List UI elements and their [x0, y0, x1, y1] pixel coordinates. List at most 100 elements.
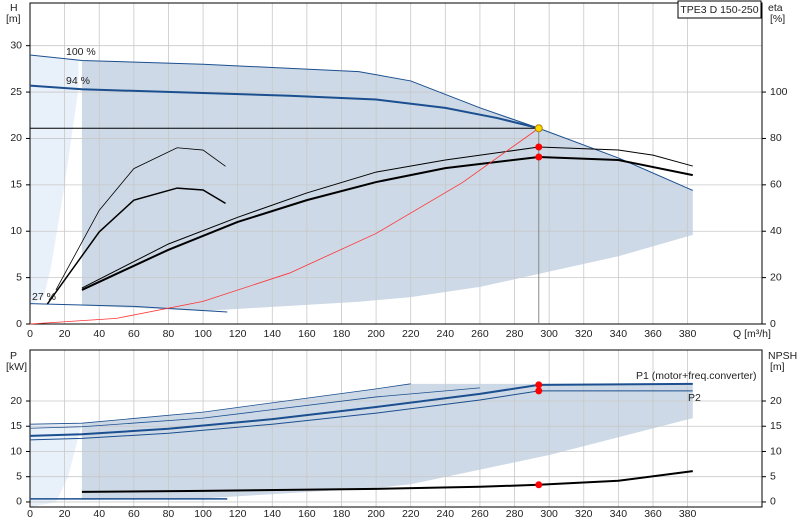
x-tick-label: 180 [333, 508, 351, 520]
curve [81, 156, 693, 291]
x-tick-label: 300 [540, 328, 558, 340]
duty-point [535, 387, 543, 395]
y2-tick-label: 0 [770, 318, 776, 330]
x-tick-label: 240 [437, 328, 455, 340]
curve [29, 127, 539, 325]
y-tick-label: 5 [16, 470, 22, 482]
operating-range [81, 383, 693, 500]
x-tick-label: 260 [471, 508, 489, 520]
x-tick-label: 380 [679, 508, 697, 520]
y-axis-label: P [10, 350, 17, 362]
plot-frame [29, 2, 763, 325]
y2-tick-label: 40 [770, 225, 782, 237]
x-tick-label: 60 [128, 508, 140, 520]
x-tick-label: 20 [59, 508, 71, 520]
y2-tick-label: 100 [770, 86, 788, 98]
x-tick-label: 140 [264, 328, 282, 340]
curve [55, 147, 226, 291]
chart-title: TPE3 D 150-250 [680, 4, 758, 16]
curve-label: 94 % [66, 75, 90, 87]
x-tick-label: 200 [367, 508, 385, 520]
curve [29, 382, 693, 437]
x-tick-label: 120 [229, 328, 247, 340]
operating-range [81, 60, 693, 312]
y2-tick-label: 5 [770, 470, 776, 482]
x-tick-label: 300 [540, 508, 558, 520]
y-axis-unit: [m] [6, 13, 21, 25]
x-tick-label: 220 [402, 328, 420, 340]
operating-range [30, 54, 79, 306]
curve [46, 187, 226, 305]
x-tick-label: 80 [163, 508, 175, 520]
plot-frame [29, 349, 763, 508]
y-tick-label: 25 [10, 86, 22, 98]
x-tick-label: 20 [59, 328, 71, 340]
y-tick-label: 20 [10, 132, 22, 144]
y-tick-label: 0 [16, 318, 22, 330]
duty-point [535, 381, 543, 389]
y-tick-label: 15 [10, 179, 22, 191]
x-tick-label: 320 [575, 328, 593, 340]
curve [29, 387, 480, 429]
y-tick-label: 15 [10, 420, 22, 432]
x-tick-label: 320 [575, 508, 593, 520]
curve [29, 84, 540, 130]
x-tick-label: 340 [610, 508, 628, 520]
x-tick-label: 380 [679, 328, 697, 340]
curve-label: P1 (motor+freq.converter) [636, 370, 757, 382]
x-tick-label: 360 [644, 328, 662, 340]
x-tick-label: 40 [93, 508, 105, 520]
y-axis-unit: [kW] [6, 361, 27, 373]
y2-tick-label: 20 [770, 395, 782, 407]
y2-tick-label: 20 [770, 271, 782, 283]
x-tick-label: 0 [27, 328, 33, 340]
x-tick-label: 280 [506, 328, 524, 340]
y2-tick-label: 10 [770, 445, 782, 457]
y2-axis-label: NPSH [768, 350, 797, 362]
y2-tick-label: 15 [770, 420, 782, 432]
x-tick-label: 360 [644, 508, 662, 520]
x-tick-label: 120 [229, 508, 247, 520]
y2-tick-label: 60 [770, 179, 782, 191]
duty-point [535, 481, 543, 489]
y-tick-label: 30 [10, 39, 22, 51]
x-tick-label: 160 [298, 328, 316, 340]
x-tick-label: 0 [27, 508, 33, 520]
x-tick-label: 340 [610, 328, 628, 340]
operating-range [30, 423, 82, 507]
y-axis-label: H [10, 2, 18, 14]
y-tick-label: 20 [10, 395, 22, 407]
curve-label: P2 [688, 392, 701, 404]
x-tick-label: 40 [93, 328, 105, 340]
duty-point [535, 143, 543, 151]
x-tick-label: 240 [437, 508, 455, 520]
y-tick-label: 10 [10, 445, 22, 457]
x-tick-label: 80 [163, 328, 175, 340]
title-box [677, 0, 762, 19]
y2-axis-unit: [%] [770, 13, 785, 25]
x-tick-label: 180 [333, 328, 351, 340]
y2-axis-unit: [m] [770, 361, 785, 373]
curve [29, 390, 693, 441]
y-tick-label: 5 [16, 271, 22, 283]
x-tick-label: 100 [194, 508, 212, 520]
x-tick-label: 160 [298, 508, 316, 520]
x-tick-label: 220 [402, 508, 420, 520]
y-tick-label: 0 [16, 496, 22, 508]
y2-tick-label: 80 [770, 132, 782, 144]
curve [29, 383, 411, 425]
curve [29, 54, 693, 191]
x-tick-label: 280 [506, 508, 524, 520]
curve-label: 100 % [66, 46, 96, 58]
x-tick-label: 140 [264, 508, 282, 520]
curve [81, 470, 693, 493]
curve [81, 146, 693, 289]
x-tick-label: 200 [367, 328, 385, 340]
x-tick-label: 260 [471, 328, 489, 340]
y2-axis-label: eta [768, 2, 783, 14]
duty-point [534, 124, 543, 133]
x-tick-label: 100 [194, 328, 212, 340]
y-tick-label: 10 [10, 225, 22, 237]
y2-tick-label: 0 [770, 496, 776, 508]
